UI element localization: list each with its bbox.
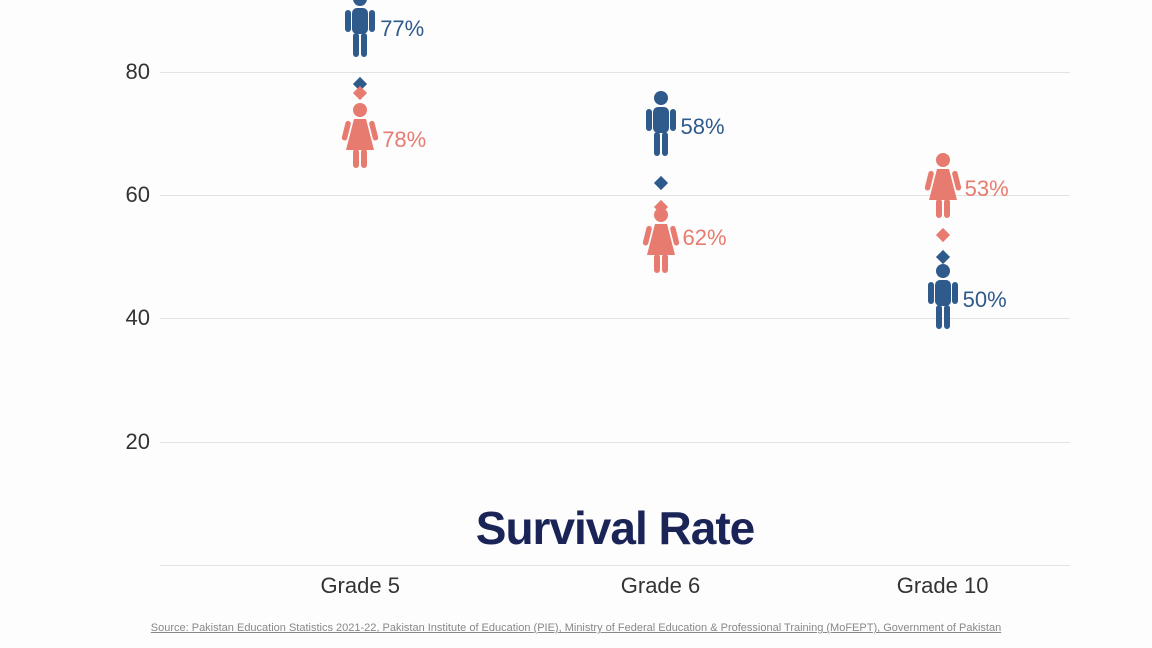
male-icon <box>926 263 960 331</box>
female-value-label: 62% <box>683 225 727 251</box>
female-marker <box>936 228 950 242</box>
male-marker <box>936 250 950 264</box>
female-icon <box>924 152 962 220</box>
male-value-label: 77% <box>380 16 424 42</box>
y-axis-label: 20 <box>110 429 150 455</box>
x-axis-label: Grade 10 <box>897 573 989 599</box>
female-marker <box>353 86 367 100</box>
y-axis-label: 80 <box>110 59 150 85</box>
plot-area: 20406080Survival RateGrade 5Grade 6Grade… <box>160 10 1070 565</box>
male-icon <box>644 90 678 158</box>
female-icon <box>341 102 379 170</box>
source-citation: Source: Pakistan Education Statistics 20… <box>151 622 1001 634</box>
male-marker <box>653 176 667 190</box>
male-value-label: 50% <box>963 287 1007 313</box>
male-icon <box>343 0 377 59</box>
grid-line <box>160 565 1070 566</box>
grid-line <box>160 72 1070 73</box>
x-axis-label: Grade 5 <box>320 573 400 599</box>
y-axis-label: 40 <box>110 305 150 331</box>
female-value-label: 53% <box>965 176 1009 202</box>
y-axis-label: 60 <box>110 182 150 208</box>
x-axis-label: Grade 6 <box>621 573 701 599</box>
female-value-label: 78% <box>382 127 426 153</box>
female-icon <box>642 207 680 275</box>
male-value-label: 58% <box>681 114 725 140</box>
chart-title: Survival Rate <box>476 501 754 555</box>
grid-line <box>160 442 1070 443</box>
survival-rate-chart: 20406080Survival RateGrade 5Grade 6Grade… <box>120 10 1070 565</box>
